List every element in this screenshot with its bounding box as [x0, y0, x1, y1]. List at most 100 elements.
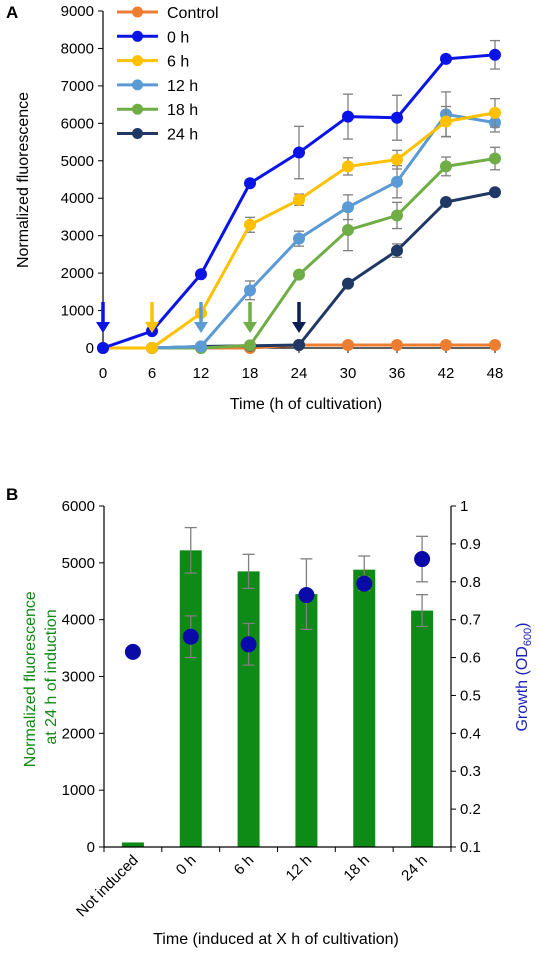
panel-a-data-point [293, 232, 305, 245]
panel-b-y2-tick-label: 0.2 [460, 801, 481, 818]
panel-b-y2-tick-label: 0.1 [460, 839, 481, 856]
panel-a-legend-marker [132, 6, 143, 18]
panel-b-y2-axis-label: Growth (OD600) [514, 622, 534, 731]
panel-a-x-tick-label: 36 [389, 365, 406, 382]
panel-a-data-point [440, 115, 452, 128]
panel-a-legend-label: 12 h [167, 78, 198, 95]
panel-a-data-point [342, 224, 354, 237]
panel-a-legend-marker [132, 55, 143, 67]
panel-a-data-point [391, 175, 403, 188]
panel-b-growth-point [240, 636, 257, 653]
panel-a-data-point [342, 277, 354, 290]
panel-a-y-tick-label: 0 [86, 340, 94, 357]
panel-a-data-point [391, 339, 403, 352]
panel-b-bar [411, 610, 434, 847]
panel-a-y-axis-label: Normalized fluorescence [15, 92, 32, 268]
panel-a-induction-arrow-head [243, 322, 257, 333]
panel-b-y2-tick-label: 0.9 [460, 536, 481, 553]
panel-a-x-tick-label: 6 [148, 365, 156, 382]
panel-b-bar [237, 571, 260, 847]
panel-b-y-tick-label: 4000 [62, 612, 95, 629]
panel-b-category-label: Not induced [73, 852, 142, 921]
panel-b-y-axis-label-line2: at 24 h of induction [43, 609, 60, 744]
panel-b-y-axis-label-line1: Normalized fluorescence [22, 591, 39, 767]
panel-a-data-point [391, 111, 403, 124]
panel-a-data-point [244, 218, 256, 231]
panel-a-data-point [391, 209, 403, 222]
panel-a-legend-marker [132, 30, 143, 42]
panel-a-x-tick-label: 24 [291, 365, 308, 382]
panel-a-data-point [342, 110, 354, 123]
panel-b-label: B [6, 485, 18, 504]
panel-b-growth-point [356, 575, 373, 592]
panel-a-y-tick-label: 6000 [61, 115, 94, 132]
panel-a-data-point [342, 339, 354, 352]
panel-a-data-point [293, 193, 305, 206]
panel-a-data-point [244, 339, 256, 352]
panel-a-data-point [293, 268, 305, 281]
panel-a-induction-arrow-head [96, 322, 110, 333]
panel-a-data-point [195, 268, 207, 281]
panel-a-data-point [489, 186, 501, 199]
panel-b-y2-tick-label: 0.4 [460, 725, 481, 742]
panel-a-legend-label: 0 h [167, 29, 189, 46]
panel-b-growth-point [298, 587, 315, 604]
panel-a-legend-marker [132, 128, 143, 139]
panel-b-y-tick-label: 3000 [62, 669, 95, 686]
panel-a-data-point [440, 52, 452, 65]
panel-a-data-point [391, 244, 403, 257]
panel-a-data-point [489, 106, 501, 119]
panel-a-y-tick-label: 8000 [61, 40, 94, 57]
panel-a-x-axis-label: Time (h of cultivation) [230, 396, 382, 413]
panel-a-legend-label: 6 h [167, 54, 189, 71]
panel-a-legend-marker [132, 79, 143, 91]
panel-a-induction-arrow-head [194, 322, 208, 333]
panel-a-label: A [6, 3, 18, 22]
panel-b-y2-tick-label: 1 [460, 498, 468, 515]
panel-b-y2-axis-label-end: ) [514, 622, 531, 627]
panel-b-bar [179, 550, 202, 847]
panel-b-x-axis-label: Time (induced at X h of cultivation) [153, 931, 399, 948]
panel-a-data-point [97, 342, 109, 354]
panel-a-legend-label: 18 h [167, 102, 198, 119]
panel-a-data-point [195, 340, 207, 353]
panel-b-category-label: 6 h [231, 852, 258, 879]
panel-b-y-tick-label: 0 [87, 839, 95, 856]
panel-a-data-point [440, 195, 452, 208]
line-chart-panel-a: A Normalized fluorescence Time (h of cul… [6, 3, 504, 413]
panel-b-y2-tick-label: 0.8 [460, 574, 481, 591]
panel-a-x-tick-label: 12 [193, 365, 210, 382]
panel-b-growth-point [182, 628, 199, 645]
panel-a-data-point [146, 342, 158, 354]
panel-b-y2-tick-label: 0.3 [460, 763, 481, 780]
panel-a-y-tick-label: 2000 [61, 265, 94, 282]
panel-b-category-label: 18 h [340, 852, 373, 885]
panel-a-x-tick-label: 30 [340, 365, 357, 382]
panel-a-data-point [342, 201, 354, 214]
bar-chart-panel-b: B Normalized fluorescence at 24 h of ind… [6, 485, 534, 948]
panel-a-data-point [489, 152, 501, 165]
panel-a-data-point [391, 153, 403, 166]
panel-b-category-label: 12 h [283, 852, 316, 885]
panel-a-x-tick-label: 48 [487, 365, 504, 382]
panel-b-growth-point [124, 643, 141, 660]
panel-b-y-tick-label: 2000 [62, 725, 95, 742]
panel-a-data-point [244, 177, 256, 190]
panel-a-y-tick-label: 7000 [61, 78, 94, 95]
panel-a-legend-label: 24 h [167, 127, 198, 144]
panel-a-x-tick-label: 0 [99, 365, 107, 382]
panel-b-bar [121, 842, 144, 847]
panel-a-legend-marker [132, 103, 143, 115]
panel-a-data-point [489, 48, 501, 61]
panel-a-y-tick-label: 9000 [61, 3, 94, 20]
panel-a-y-tick-label: 4000 [61, 190, 94, 207]
panel-a-y-tick-label: 5000 [61, 153, 94, 170]
panel-b-bar [295, 594, 318, 847]
panel-b-growth-point [414, 551, 431, 568]
panel-a-data-point [342, 160, 354, 173]
panel-a-data-point [489, 339, 501, 352]
panel-a-data-point [440, 160, 452, 173]
panel-a-data-point [293, 146, 305, 159]
panel-b-y-tick-label: 5000 [62, 555, 95, 572]
panel-a-induction-arrow-head [292, 322, 306, 333]
